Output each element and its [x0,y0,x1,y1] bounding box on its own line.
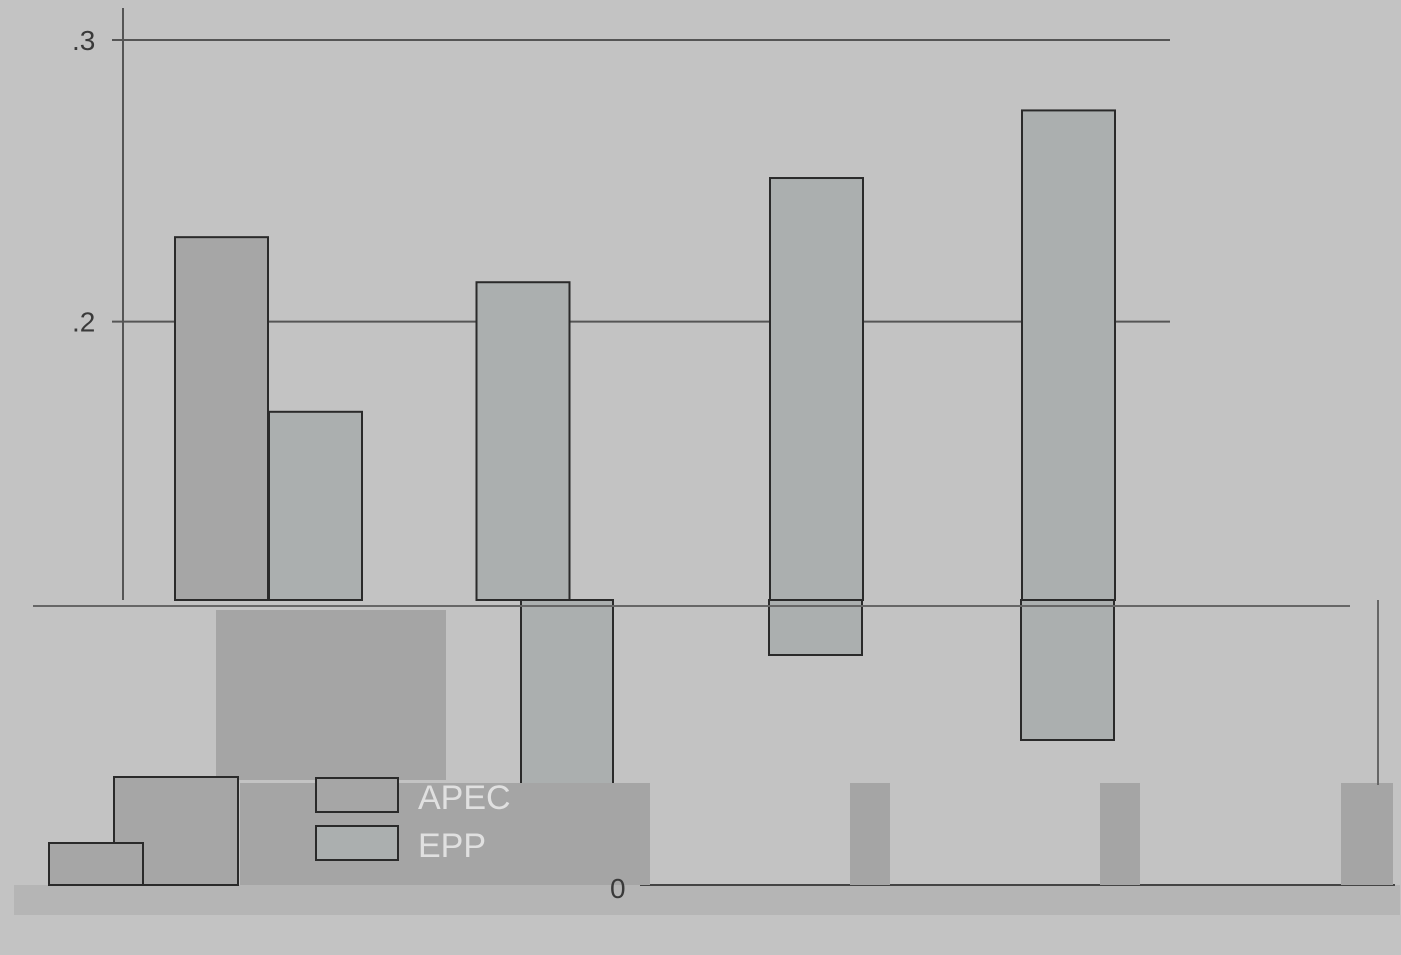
legend-swatch-apec [315,777,399,813]
bar-epp-2 [769,177,864,601]
y-tick-labels: .2 .3 [72,25,95,338]
bar-epp-extension-main [520,599,614,786]
legend-label-apec: APEC [418,779,511,817]
gridlines [112,39,1170,323]
legend-swatch-epp [315,825,399,861]
bar-epp-extension-1 [1020,599,1115,741]
lower-panel-bar-2 [48,842,144,886]
lower-panel-base [14,885,1400,915]
lower-panel-bar-5 [1100,783,1140,885]
lower-panel-bar-6 [1341,783,1393,885]
bars [174,109,1116,786]
lower-panel [14,600,1400,915]
y-tick-label-zero: 0 [610,873,626,904]
bar-epp-0 [268,410,363,601]
lower-panel-bar-4 [850,783,890,885]
bar-apec-0 [174,236,269,602]
bar-epp-3 [1021,109,1116,602]
legend: APEC EPP [315,777,511,865]
y-tick-label: .3 [72,25,95,56]
bar-epp-extension-0 [768,599,863,656]
legend-label-epp: EPP [418,827,486,865]
lower-panel-bar-3 [240,783,650,885]
y-tick-label: .2 [72,307,95,338]
lower-panel-block [216,610,446,780]
bar-epp-1 [475,281,571,601]
